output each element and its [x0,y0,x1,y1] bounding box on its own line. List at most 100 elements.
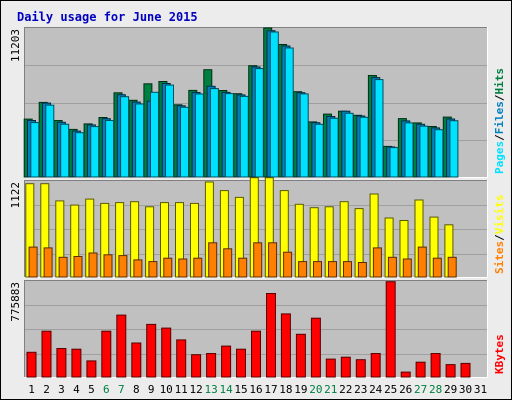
x-tick-label: 23 [354,383,367,396]
bar-pages-day-21 [329,117,339,178]
bar-kbytes-day-10 [161,327,172,378]
bar-sites-day-16 [253,242,263,278]
bar-pages-day-24 [374,79,384,178]
x-tick-label: 22 [339,383,352,396]
bar-sites-day-21 [328,261,337,278]
bar-pages-day-7 [120,96,130,178]
bar-kbytes-day-18 [280,313,291,378]
bar-sites-day-3 [58,256,68,278]
bar-pages-day-6 [105,120,115,178]
x-tick-label: 7 [118,383,125,396]
series-kbytes [26,281,471,378]
series-sites [28,242,457,278]
x-tick-label: 12 [189,383,202,396]
y-max-label: 1122 [9,182,22,209]
bar-pages-day-27 [419,125,429,178]
bar-sites-day-8 [133,259,143,278]
series-label-pages: Pages [493,141,506,174]
x-tick-label: 15 [234,383,247,396]
bar-kbytes-day-25 [385,281,396,378]
bar-pages-day-1 [30,122,40,178]
x-tick-label: 11 [175,383,188,396]
series-label: KBytes [493,334,506,374]
x-tick-label: 27 [414,383,427,396]
x-tick-label: 29 [444,383,457,396]
x-tick-label: 18 [279,383,292,396]
x-tick-label: 1 [28,383,35,396]
x-tick-label: 25 [384,383,397,396]
x-tick-label: 20 [309,383,322,396]
bar-sites-day-11 [178,258,188,278]
bar-sites-day-29 [447,256,457,278]
bar-pages-day-22 [344,112,354,178]
x-tick-label: 8 [133,383,140,396]
bar-sites-day-25 [387,256,397,278]
bar-kbytes-day-9 [146,323,157,378]
series-label-hits: Hits [493,68,506,95]
bar-kbytes-day-24 [370,353,381,378]
chart-title: Daily usage for June 2015 [17,10,198,24]
bar-sites-day-7 [118,255,128,278]
bar-kbytes-day-19 [295,333,306,378]
bar-sites-day-28 [432,257,442,278]
x-tick-label: 31 [474,383,487,396]
bar-kbytes-day-1 [26,351,37,378]
x-tick-label: 6 [103,383,110,396]
bar-pages-day-23 [359,116,369,178]
bar-sites-day-1 [28,246,38,278]
x-tick-label: 26 [399,383,412,396]
y-max-label: 11203 [9,29,22,62]
bar-kbytes-day-28 [430,353,441,378]
bar-pages-day-12 [194,93,204,178]
bar-sites-day-15 [238,257,248,278]
bar-pages-day-5 [90,126,100,178]
bar-sites-day-14 [223,248,233,278]
bar-pages-day-19 [299,93,309,178]
bar-kbytes-day-26 [400,371,411,378]
bar-sites-day-27 [417,246,427,278]
bar-pages-day-17 [269,31,279,178]
bar-kbytes-day-12 [191,354,202,378]
x-tick-label: 21 [324,383,337,396]
bar-sites-day-19 [298,261,308,278]
bar-sites-day-12 [193,257,203,278]
bar-kbytes-day-5 [86,360,97,378]
bar-sites-day-18 [283,251,293,278]
series-label-slash: / [493,94,506,101]
x-tick-label: 28 [429,383,442,396]
series-label-slash: / [493,234,506,241]
chart-panels: 11203Pages/Files/Hits1122Sites/Visits775… [9,27,506,378]
x-tick-label: 24 [369,383,383,396]
bar-kbytes-day-11 [176,339,187,378]
bar-sites-day-4 [73,256,83,278]
bar-kbytes-day-8 [131,342,142,378]
x-tick-label: 9 [148,383,155,396]
x-tick-label: 30 [459,383,472,396]
bar-pages-day-14 [224,93,234,178]
bar-sites-day-5 [88,252,98,278]
x-tick-label: 17 [264,383,277,396]
series-label-kbytes: KBytes [493,334,506,374]
bar-sites-day-9 [148,261,158,278]
x-tick-label: 4 [73,383,80,396]
bar-kbytes-day-13 [206,353,217,378]
bar-kbytes-day-14 [221,345,232,378]
bar-pages-day-20 [314,123,324,178]
bar-kbytes-day-17 [266,293,276,378]
bar-kbytes-day-29 [445,364,456,378]
y-max-label: 775883 [9,282,22,322]
bar-kbytes-day-27 [415,361,426,378]
bar-kbytes-day-20 [310,317,321,378]
bar-pages-day-28 [434,129,444,178]
x-tick-label: 5 [88,383,95,396]
bar-kbytes-day-3 [56,348,67,378]
x-tick-label: 10 [160,383,173,396]
bar-sites-day-13 [208,242,218,278]
bar-kbytes-day-30 [460,362,471,378]
bar-sites-day-10 [163,257,173,278]
series-label-visits: Visits [493,195,506,235]
panel-kbytes: 775883 KBytes [9,280,506,378]
bar-kbytes-day-4 [71,348,82,378]
